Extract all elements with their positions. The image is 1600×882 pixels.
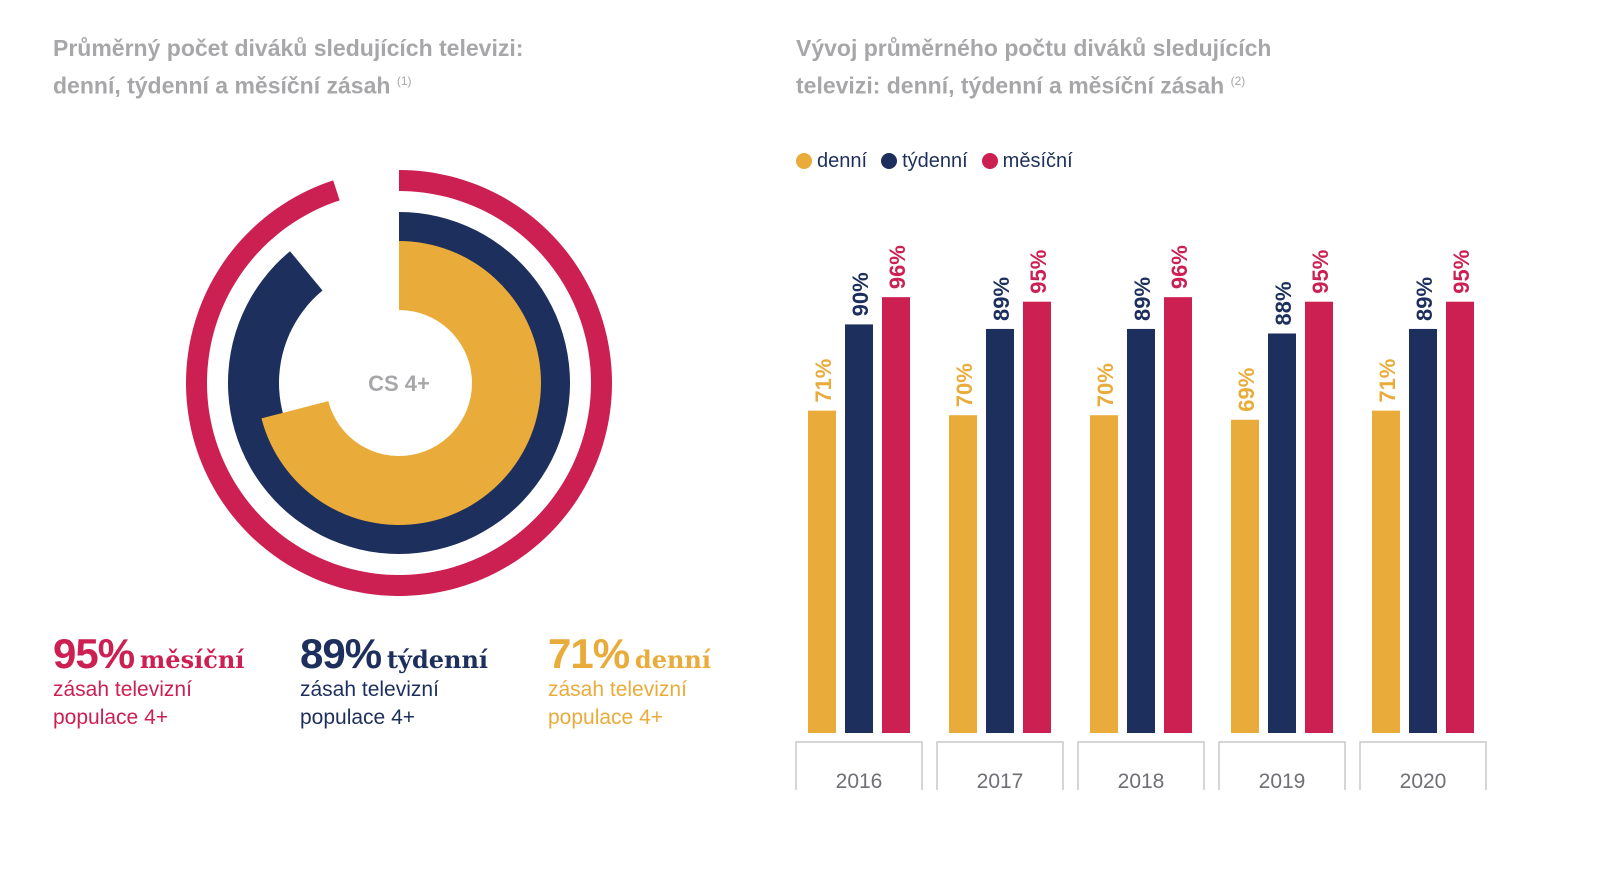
bar-2018-týdenní <box>1127 328 1155 733</box>
bar-2020-měsíční <box>1446 301 1474 733</box>
legend: denní týdenní měsíční <box>796 150 1073 173</box>
data-label: 96% <box>885 245 910 289</box>
bar-2016-měsíční <box>882 297 910 733</box>
bar-2020-denní <box>1372 410 1400 733</box>
stat-daily: 71% denní zásah televizní populace 4+ <box>548 630 711 730</box>
data-label: 89% <box>1412 277 1437 321</box>
ring-denní <box>261 241 541 525</box>
data-label: 90% <box>848 272 873 316</box>
x-tick-label: 2018 <box>1118 770 1165 793</box>
stat-monthly: 95% měsíční zásah televizní populace 4+ <box>53 630 245 730</box>
bar-2016-týdenní <box>845 324 873 733</box>
data-label: 69% <box>1234 368 1259 412</box>
x-tick-label: 2016 <box>836 770 883 793</box>
stat-weekly: 89% týdenní zásah televizní populace 4+ <box>300 630 489 730</box>
legend-item: měsíční <box>981 150 1073 173</box>
x-tick-label: 2017 <box>977 770 1024 793</box>
bar-2018-měsíční <box>1164 297 1192 733</box>
year-box <box>936 741 1064 790</box>
x-tick-label: 2020 <box>1400 770 1447 793</box>
data-label: 88% <box>1271 281 1296 325</box>
right-title: Vývoj průměrného počtu diváků sledujícíc… <box>796 35 1272 99</box>
year-box <box>795 741 923 790</box>
bar-2017-týdenní <box>986 328 1014 733</box>
data-label: 89% <box>989 277 1014 321</box>
bar-2019-měsíční <box>1305 301 1333 733</box>
center-label: CS 4+ <box>368 371 430 396</box>
x-tick-label: 2019 <box>1259 770 1306 793</box>
data-label: 71% <box>1375 359 1400 403</box>
bar-2017-měsíční <box>1023 301 1051 733</box>
legend-item: týdenní <box>881 150 968 173</box>
data-label: 95% <box>1026 250 1051 294</box>
data-label: 96% <box>1167 245 1192 289</box>
bar-2016-denní <box>808 410 836 733</box>
data-label: 70% <box>1093 363 1118 407</box>
left-title: Průměrný počet diváků sledujících televi… <box>53 35 524 99</box>
data-label: 89% <box>1130 277 1155 321</box>
bar-2020-týdenní <box>1409 328 1437 733</box>
data-label: 70% <box>952 363 977 407</box>
year-box <box>1359 741 1487 790</box>
bar-2019-denní <box>1231 419 1259 733</box>
year-box <box>1077 741 1205 790</box>
bar-2018-denní <box>1090 415 1118 733</box>
data-label: 95% <box>1308 250 1333 294</box>
data-label: 95% <box>1449 250 1474 294</box>
data-label: 71% <box>811 359 836 403</box>
bar-2019-týdenní <box>1268 333 1296 733</box>
bar-2017-denní <box>949 415 977 733</box>
legend-item: denní <box>796 150 867 173</box>
year-box <box>1218 741 1346 790</box>
